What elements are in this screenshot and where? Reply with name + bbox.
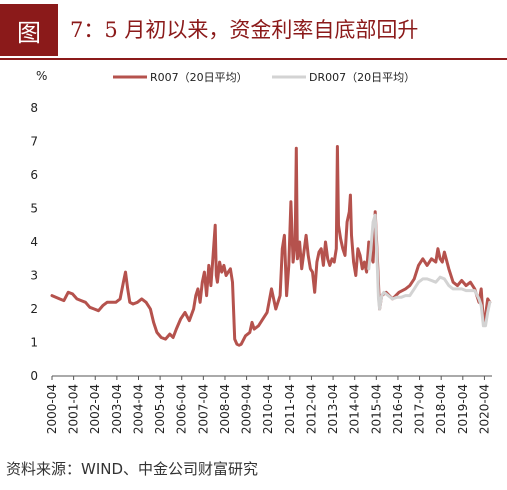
line-chart: % R007（20日平均） DR007（20日平均） 0 1 2 3 4 5 6 7 8 2000…: [30, 69, 492, 434]
title-divider: [0, 58, 507, 60]
x-tick-label: 2018-04: [434, 384, 448, 434]
y-tick-label: 6: [30, 168, 38, 182]
y-tick-label: 3: [30, 269, 38, 283]
y-axis-label: %: [36, 69, 47, 83]
x-axis: 2000-04 2001-04 2002-04 2003-04 2004-04 2005-…: [45, 375, 492, 434]
chart-title: 7：5 月初以来，资金利率自底部回升: [70, 18, 419, 42]
y-tick-label: 2: [30, 302, 38, 316]
y-tick-label: 1: [30, 336, 38, 350]
x-tick-label: 2016-04: [391, 384, 405, 434]
series-line-r007: [50, 145, 492, 347]
legend-label: R007（20日平均）: [150, 71, 248, 84]
x-tick-label: 2004-04: [131, 384, 145, 434]
x-tick-label: 2010-04: [261, 384, 275, 434]
x-tick-label: 2020-04: [477, 384, 491, 434]
x-tick-label: 2011-04: [283, 384, 297, 434]
x-tick-label: 2009-04: [240, 384, 254, 434]
x-tick-label: 2008-04: [218, 384, 232, 434]
x-tick-label: 2001-04: [67, 384, 81, 434]
y-tick-label: 5: [30, 202, 38, 216]
x-tick-label: 2005-04: [153, 384, 167, 434]
x-tick-label: 2014-04: [348, 384, 362, 434]
x-tick-label: 2019-04: [456, 384, 470, 434]
x-tick-label: 2000-04: [45, 384, 59, 434]
title-bar: 图 7：5 月初以来，资金利率自底部回升: [0, 0, 507, 60]
figure-label: 图: [17, 18, 41, 47]
x-tick-label: 2013-04: [326, 384, 340, 434]
x-tick-label: 2017-04: [413, 384, 427, 434]
x-tick-label: 2006-04: [175, 384, 189, 434]
y-tick-label: 4: [30, 235, 38, 249]
y-axis: 0 1 2 3 4 5 6 7 8: [30, 101, 38, 383]
figure-label-box: 图: [0, 4, 58, 56]
x-tick-label: 2003-04: [110, 384, 124, 434]
legend: R007（20日平均） DR007（20日平均）: [113, 71, 415, 84]
x-tick-label: 2007-04: [196, 384, 210, 434]
x-tick-label: 2015-04: [369, 384, 383, 434]
plot-area: [50, 145, 492, 347]
source-note: 资料来源：WIND、中金公司财富研究: [6, 460, 259, 478]
y-tick-label: 8: [30, 101, 38, 115]
series-line-dr007: [367, 213, 492, 328]
x-tick-label: 2012-04: [304, 384, 318, 434]
y-tick-label: 0: [30, 369, 38, 383]
y-tick-label: 7: [30, 135, 38, 149]
legend-label: DR007（20日平均）: [309, 71, 415, 84]
x-tick-label: 2002-04: [88, 384, 102, 434]
